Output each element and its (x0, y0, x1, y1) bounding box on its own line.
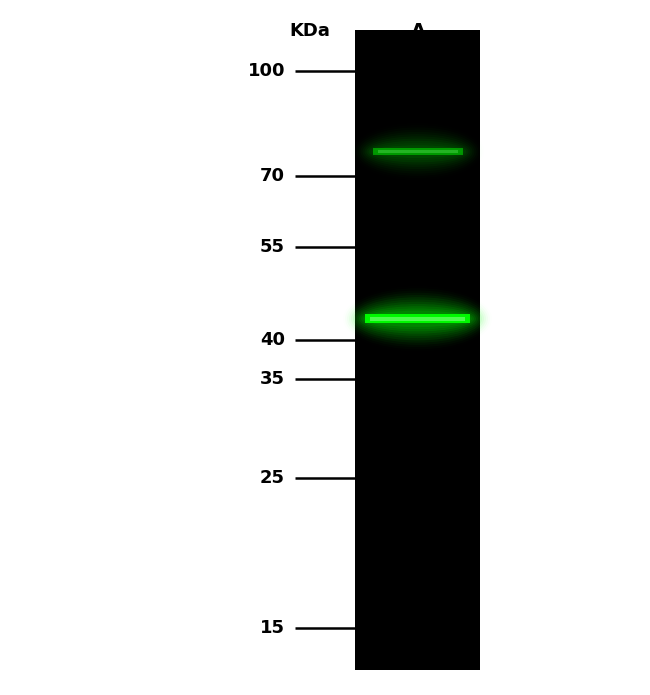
Ellipse shape (363, 309, 472, 329)
Text: 15: 15 (260, 619, 285, 637)
Bar (370, 316, 465, 321)
Bar (365, 314, 470, 323)
Text: 40: 40 (260, 331, 285, 349)
Ellipse shape (372, 145, 463, 158)
Bar (355, 30, 480, 670)
Bar (378, 150, 458, 154)
Text: 100: 100 (248, 62, 285, 80)
Ellipse shape (355, 300, 480, 338)
Bar (372, 148, 463, 155)
Ellipse shape (359, 304, 476, 334)
Text: 35: 35 (260, 370, 285, 389)
Text: A: A (410, 22, 426, 41)
Text: 70: 70 (260, 167, 285, 185)
Text: 25: 25 (260, 469, 285, 487)
Ellipse shape (361, 306, 474, 332)
Ellipse shape (365, 311, 470, 327)
Text: KDa: KDa (289, 22, 330, 40)
Ellipse shape (357, 302, 478, 336)
Ellipse shape (353, 297, 482, 341)
Text: 55: 55 (260, 238, 285, 256)
